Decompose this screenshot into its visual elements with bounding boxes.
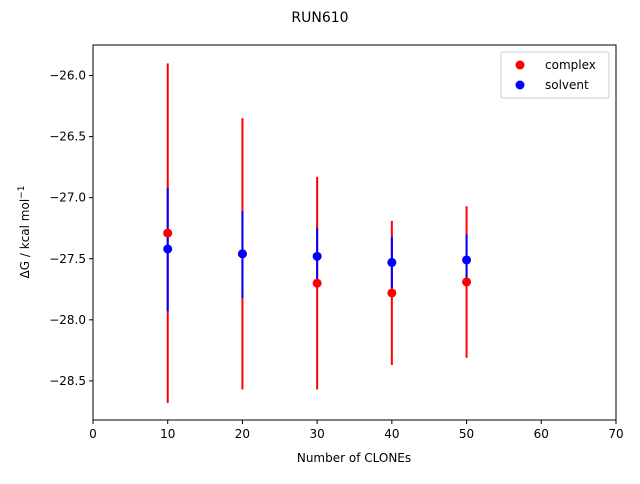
y-tick-label: −28.5 xyxy=(49,374,86,388)
point-complex xyxy=(163,228,173,238)
plot-area xyxy=(92,44,617,421)
x-axis: 0 10 20 30 40 50 60 70 xyxy=(89,420,624,441)
point-solvent xyxy=(237,249,247,259)
point-complex xyxy=(462,277,472,287)
x-tick-label: 60 xyxy=(534,427,549,441)
point-solvent xyxy=(163,244,173,254)
x-axis-label: Number of CLONEs xyxy=(297,451,411,465)
legend-marker-complex xyxy=(515,60,525,70)
y-tick-label: −26.0 xyxy=(49,69,86,83)
point-solvent xyxy=(462,255,472,265)
x-tick-label: 20 xyxy=(235,427,250,441)
plot-frame xyxy=(92,44,617,421)
x-tick-label: 40 xyxy=(384,427,399,441)
legend: complex solvent xyxy=(500,51,610,99)
legend-box xyxy=(500,51,610,99)
error-bars xyxy=(166,63,468,403)
point-complex xyxy=(387,288,397,298)
point-complex xyxy=(312,278,322,288)
point-solvent xyxy=(312,251,322,261)
legend-label-complex: complex xyxy=(545,58,596,72)
y-axis: −28.5 −28.0 −27.5 −27.0 −26.5 −26.0 xyxy=(49,69,93,388)
chart-title: RUN610 xyxy=(291,10,348,26)
x-tick-label: 30 xyxy=(310,427,325,441)
x-tick-label: 70 xyxy=(608,427,623,441)
y-axis-label: ΔG / kcal mol−1 xyxy=(17,186,32,279)
y-tick-label: −27.5 xyxy=(49,252,86,266)
data-points xyxy=(163,228,472,298)
point-solvent xyxy=(387,257,397,267)
x-tick-label: 10 xyxy=(160,427,175,441)
y-axis-label-superscript: −1 xyxy=(17,186,27,199)
y-axis-label-main: ΔG / kcal mol xyxy=(18,199,32,279)
legend-marker-solvent xyxy=(515,80,525,90)
legend-label-solvent: solvent xyxy=(545,78,589,92)
x-tick-label: 0 xyxy=(89,427,97,441)
y-tick-label: −28.0 xyxy=(49,313,86,327)
y-tick-label: −26.5 xyxy=(49,130,86,144)
y-tick-label: −27.0 xyxy=(49,191,86,205)
x-tick-label: 50 xyxy=(459,427,474,441)
